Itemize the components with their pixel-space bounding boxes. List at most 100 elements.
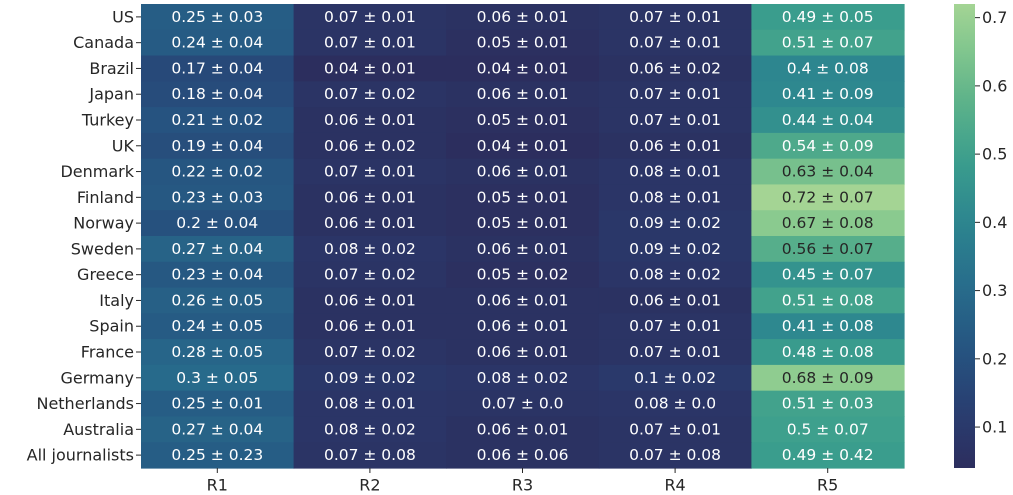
cell-label: 0.51 ± 0.03 [782,395,874,413]
cell-label: 0.26 ± 0.05 [171,291,263,309]
cell-label: 0.08 ± 0.02 [477,369,569,387]
x-tick-label: R1 [207,476,228,495]
heatmap-cell [446,81,600,108]
colorbar-tick-label: 0.2 [982,349,1007,368]
heatmap-cell [598,416,752,443]
cell-label: 0.05 ± 0.01 [477,111,569,129]
heatmap-cell [141,364,295,392]
y-tick-label: UK [112,136,135,155]
cell-label: 0.51 ± 0.08 [782,291,874,309]
heatmap-cell [293,81,447,108]
heatmap-cell [293,236,447,263]
x-tick-label: R2 [359,476,380,495]
heatmap-cell [446,55,600,82]
x-axis: R1 R2 R3 R4 R5 [207,468,838,495]
cell-label: 0.07 ± 0.01 [629,343,721,361]
cell-label: 0.07 ± 0.01 [324,8,416,26]
heatmap-cell [141,416,295,443]
heatmap-cell [751,339,905,366]
y-tick-label: Finland [77,188,134,207]
cell-label: 0.07 ± 0.08 [324,446,416,464]
heatmap-cell [751,313,905,340]
heatmap-cell [141,55,295,82]
heatmap-cell [751,210,905,237]
cell-label: 0.08 ± 0.01 [629,188,721,206]
cell-label: 0.09 ± 0.02 [324,369,416,387]
y-tick-label: Spain [89,317,134,336]
cell-label: 0.63 ± 0.04 [782,163,874,181]
heatmap-cell [446,107,600,134]
colorbar-tick-label: 0.3 [982,281,1007,300]
cell-label: 0.06 ± 0.01 [477,240,569,258]
cell-label: 0.06 ± 0.01 [477,343,569,361]
cell-label: 0.48 ± 0.08 [782,343,874,361]
y-tick-label: Japan [88,85,134,104]
cell-label: 0.09 ± 0.02 [629,214,721,232]
cell-label: 0.45 ± 0.07 [782,266,874,284]
y-tick-label: Netherlands [36,394,134,413]
heatmap-cell [598,210,752,237]
heatmap-cell [598,29,752,57]
heatmap-cell [141,287,295,314]
cell-label: 0.41 ± 0.08 [782,317,874,335]
heatmap-cell [598,261,752,289]
heatmap-cell [598,107,752,134]
heatmap-cell [751,107,905,134]
cell-label: 0.68 ± 0.09 [782,369,874,387]
cell-label: 0.07 ± 0.01 [324,34,416,52]
cell-label: 0.72 ± 0.07 [782,188,874,206]
cell-label: 0.06 ± 0.01 [324,291,416,309]
cell-label: 0.4 ± 0.08 [787,59,869,77]
heatmap-cell [141,29,295,57]
cell-label: 0.56 ± 0.07 [782,240,874,258]
cell-label: 0.08 ± 0.02 [324,420,416,438]
cell-label: 0.25 ± 0.01 [171,395,263,413]
cell-label: 0.05 ± 0.01 [477,34,569,52]
y-axis: US Canada Brazil Japan Turkey UK Denmark Finlan… [27,7,141,465]
y-tick-label: Turkey [81,111,134,130]
cell-label: 0.17 ± 0.04 [171,59,263,77]
heatmap-cell [446,442,600,469]
heatmap-cell [446,184,600,211]
y-tick-label: Italy [99,291,134,310]
heatmap-cell [293,184,447,211]
heatmap-cell [141,390,295,418]
y-tick-label: Denmark [60,162,134,181]
heatmap-cell [598,81,752,108]
colorbar: 0.1 0.2 0.3 0.4 0.5 0.6 0.7 [954,4,1007,468]
heatmap-cell [598,339,752,366]
heatmap-cell [446,287,600,314]
heatmap-cell [446,364,600,392]
cell-label: 0.04 ± 0.01 [324,59,416,77]
heatmap-cell [751,184,905,211]
heatmap-cell [598,442,752,469]
heatmap-cell [293,4,447,31]
heatmap-cell [293,107,447,134]
y-tick-label: Australia [63,420,134,439]
cell-label: 0.49 ± 0.42 [782,446,874,464]
cell-label: 0.07 ± 0.01 [629,317,721,335]
cell-label: 0.07 ± 0.01 [629,111,721,129]
cell-label: 0.06 ± 0.01 [324,214,416,232]
heatmap-cell [446,158,600,186]
cell-label: 0.05 ± 0.02 [477,266,569,284]
cell-label: 0.06 ± 0.01 [629,137,721,155]
heatmap-cell [598,184,752,211]
cell-label: 0.08 ± 0.02 [324,240,416,258]
heatmap-cell [141,4,295,31]
cell-label: 0.07 ± 0.01 [629,34,721,52]
heatmap-cell [141,81,295,108]
x-tick-label: R3 [512,476,533,495]
cell-label: 0.07 ± 0.01 [629,8,721,26]
heatmap-cell [141,132,295,160]
colorbar-tick-label: 0.6 [982,76,1007,95]
heatmap-cell [293,339,447,366]
heatmap-cell [751,29,905,57]
colorbar-tick-label: 0.7 [982,8,1007,27]
y-tick-label: France [81,343,134,362]
heatmap-cell [141,236,295,263]
cell-label: 0.06 ± 0.01 [477,291,569,309]
heatmap-cell [751,132,905,160]
y-tick-label: Germany [60,368,134,387]
